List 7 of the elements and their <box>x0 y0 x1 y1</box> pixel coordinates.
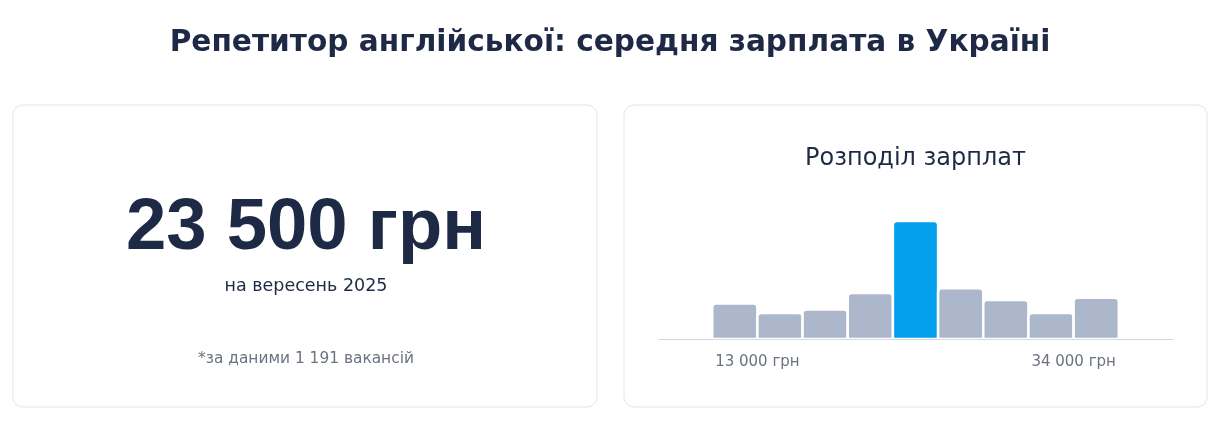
text: Репетитор англійської: середня зарплата в Україні <box>169 23 1051 58</box>
text: на вересень 2025 <box>224 275 388 295</box>
text: 34 000 грн <box>1031 351 1116 370</box>
text: 13 000 грн <box>715 351 800 370</box>
chart-title: Розподіл зарплат <box>805 143 1026 171</box>
text: 23 500 грн <box>125 183 487 264</box>
text: *за даними 1 191 вакансій <box>198 349 414 367</box>
